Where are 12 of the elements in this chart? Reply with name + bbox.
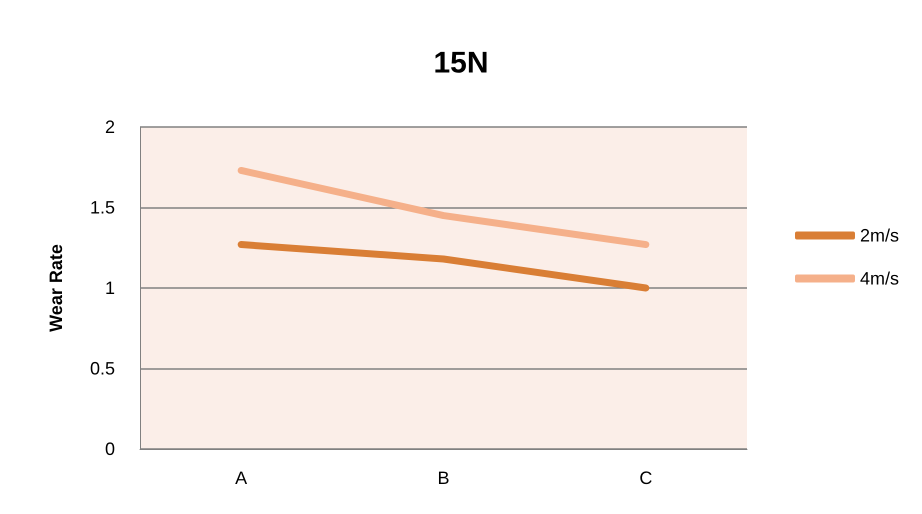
x-tick-label: B [437, 468, 450, 488]
x-tick-label: C [639, 468, 652, 488]
x-tick-label: A [235, 468, 248, 488]
y-tick-label: 1 [104, 278, 115, 298]
y-tick-label: 1.5 [90, 198, 115, 218]
y-axis-title: Wear Rate [46, 244, 66, 332]
y-tick-label: 0.5 [90, 358, 115, 378]
y-tick-label: 2 [104, 117, 115, 137]
y-tick-label: 0 [104, 439, 115, 459]
chart-title: 15N [433, 46, 489, 80]
legend-label: 2m/s [860, 226, 900, 246]
legend-label: 4m/s [860, 268, 900, 288]
